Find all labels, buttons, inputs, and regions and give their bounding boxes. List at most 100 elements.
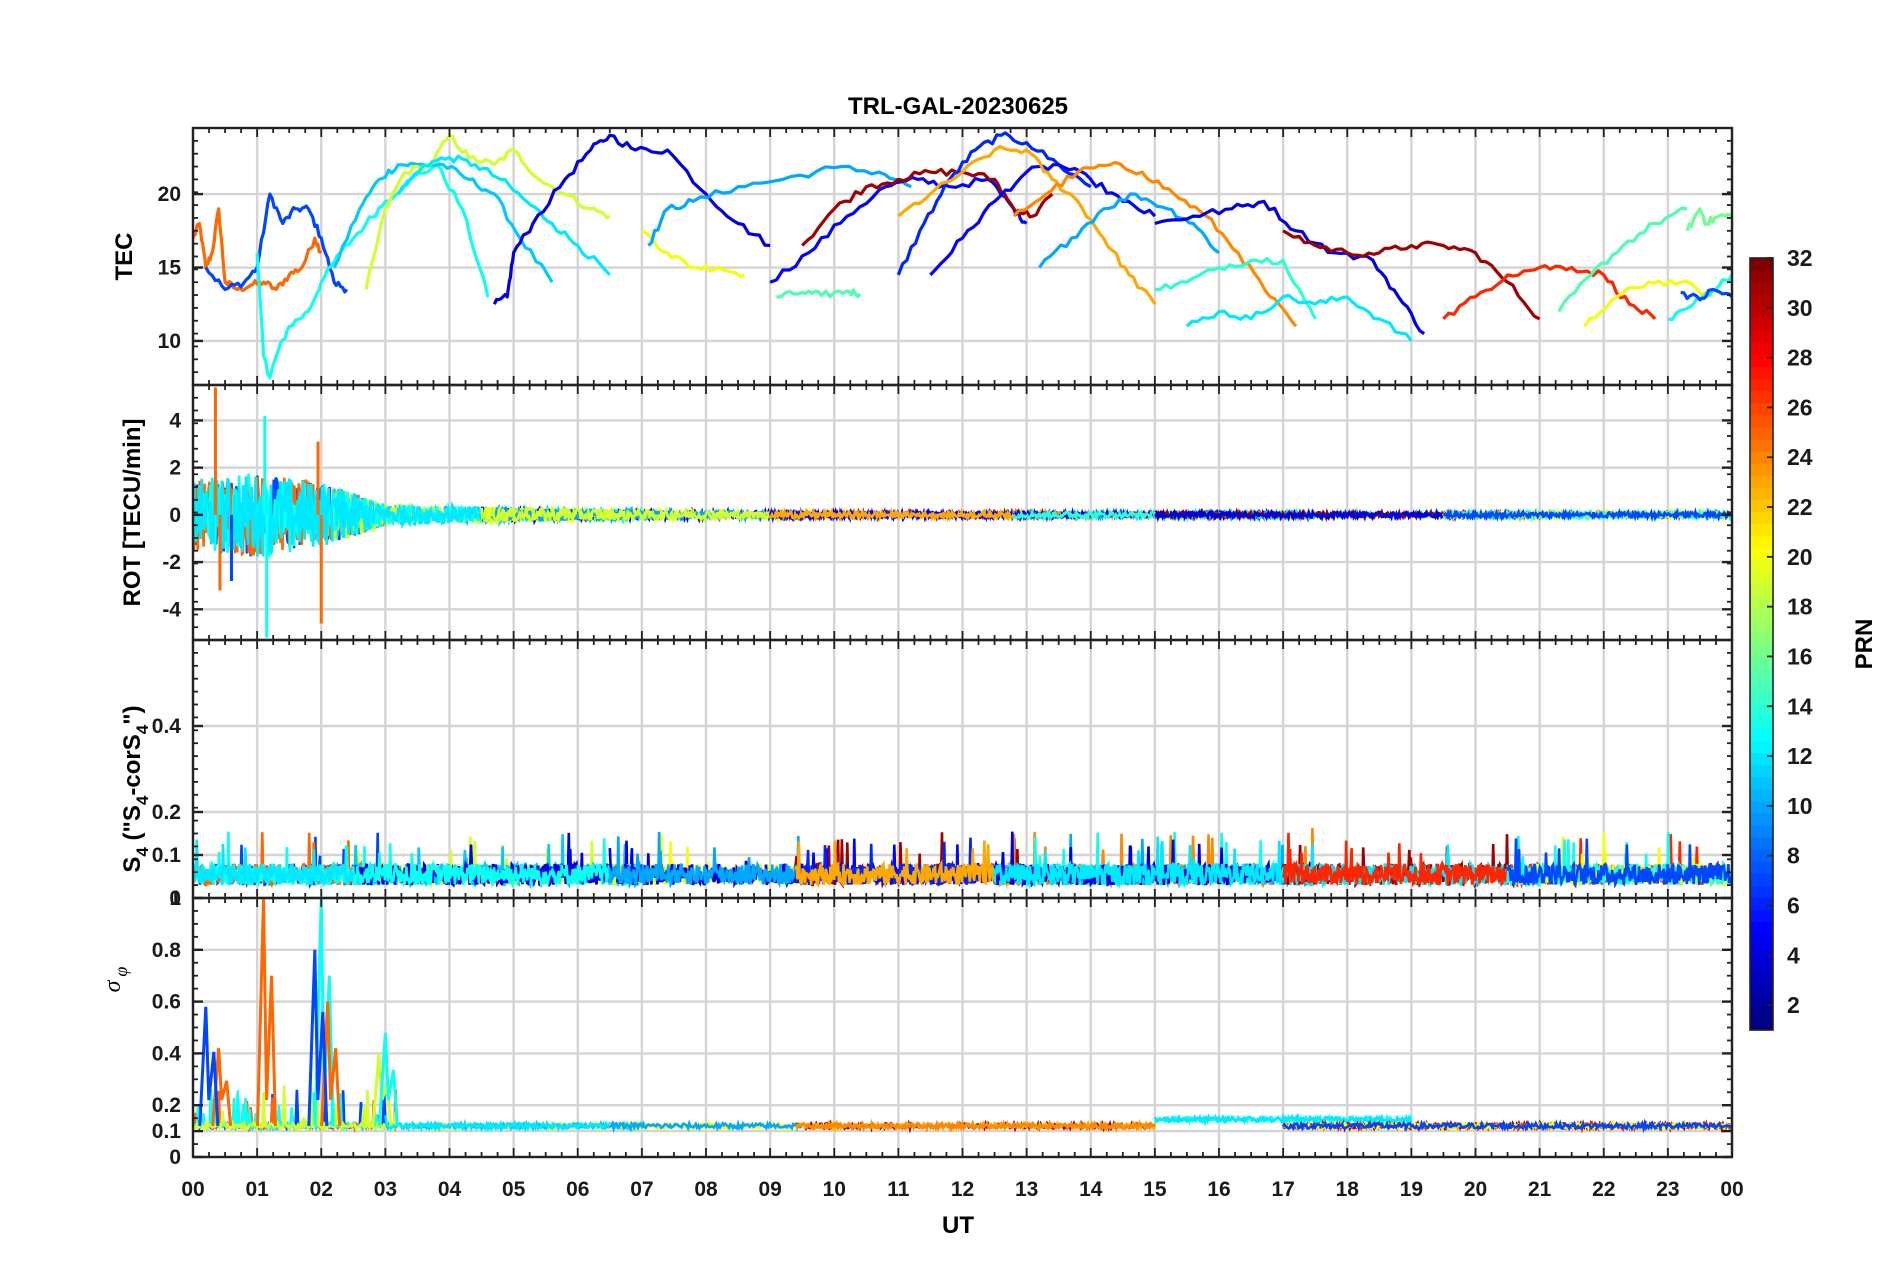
colorbar-swatch bbox=[1750, 523, 1773, 537]
colorbar-swatch bbox=[1750, 656, 1773, 669]
rot-series-prn-7 bbox=[1442, 507, 1732, 522]
tec-series-prn-13 bbox=[255, 163, 490, 380]
tec-series-prn-7 bbox=[204, 192, 349, 294]
colorbar-swatch bbox=[1750, 680, 1773, 693]
sigma-ylabel: σφ bbox=[100, 967, 131, 993]
chart-title: TRL-GAL-20230625 bbox=[848, 93, 1068, 120]
x-tick-label: 06 bbox=[566, 1178, 589, 1201]
rot-ytick-label: 0 bbox=[169, 504, 181, 527]
sigma_phi-ytick-label: 0.6 bbox=[152, 991, 181, 1014]
colorbar-swatch bbox=[1750, 776, 1773, 790]
colorbar-swatch bbox=[1750, 619, 1773, 633]
sigma_phi-ytick-label: 0.2 bbox=[152, 1094, 181, 1117]
rot-ylabel: ROT [TECU/min] bbox=[119, 419, 146, 607]
tec-series-prn-10 bbox=[647, 164, 912, 247]
colorbar-frame bbox=[1749, 257, 1774, 1031]
s4-data bbox=[193, 827, 1732, 890]
sigma-series-prn-10 bbox=[608, 1119, 804, 1134]
colorbar-label: PRN bbox=[1851, 619, 1878, 670]
x-tick-label: 16 bbox=[1207, 1178, 1230, 1201]
sigma_phi-ytick-label: 0.1 bbox=[152, 1120, 182, 1143]
tec-series-prn-15 bbox=[776, 288, 862, 299]
tec-series-prn-31 bbox=[1282, 229, 1541, 321]
tec-series-prn-15 bbox=[1557, 206, 1688, 313]
s4-series-prn-27 bbox=[1281, 832, 1541, 889]
colorbar-swatch bbox=[1750, 740, 1773, 754]
s4-series-prn-23 bbox=[794, 840, 1028, 889]
s4-ytick-label: 0.1 bbox=[152, 844, 182, 867]
colorbar-tick-label: 10 bbox=[1787, 793, 1813, 819]
colorbar-tick-label: 16 bbox=[1787, 643, 1813, 669]
x-tick-label: 02 bbox=[310, 1178, 333, 1201]
sigma-spike-prn-13 bbox=[377, 1032, 399, 1127]
tec-series-prn-31 bbox=[801, 167, 1054, 247]
colorbar-swatch bbox=[1750, 607, 1773, 621]
colorbar-swatch bbox=[1750, 378, 1773, 392]
x-tick-label: 00 bbox=[181, 1178, 204, 1201]
colorbar-swatch bbox=[1750, 475, 1773, 488]
panel-rot: -4 -2 0 2 4 bbox=[162, 383, 1734, 642]
colorbar-swatch bbox=[1750, 800, 1773, 814]
sigma_phi-grid bbox=[191, 896, 1734, 1159]
colorbar-tick-label: 24 bbox=[1787, 444, 1813, 470]
colorbar-swatch bbox=[1750, 957, 1773, 971]
colorbar-swatch bbox=[1750, 366, 1773, 380]
tec-series-prn-4 bbox=[1154, 199, 1426, 335]
s4-series-prn-7 bbox=[1506, 838, 1732, 889]
tec-series-prn-24 bbox=[1012, 160, 1298, 328]
sigma-series-prn-24 bbox=[794, 1119, 1156, 1133]
colorbar-swatch bbox=[1750, 390, 1773, 404]
colorbar-swatch bbox=[1750, 849, 1773, 862]
colorbar-swatch bbox=[1750, 499, 1773, 512]
colorbar-swatch bbox=[1750, 692, 1773, 705]
panel-s4: 0 0.1 0.2 0.4 bbox=[152, 638, 1734, 910]
colorbar-swatch bbox=[1750, 547, 1773, 561]
rot-ytick-label: -2 bbox=[162, 551, 181, 574]
colorbar-swatch bbox=[1750, 969, 1773, 983]
colorbar-swatch bbox=[1750, 885, 1773, 898]
colorbar-swatch bbox=[1750, 764, 1773, 778]
colorbar-tick-label: 6 bbox=[1787, 892, 1800, 918]
x-tick-label: 07 bbox=[630, 1178, 653, 1201]
x-tick-label: 05 bbox=[502, 1178, 526, 1201]
tec-series-prn-23 bbox=[897, 144, 1157, 306]
panel-sigma_phi: 0 0.1 0.2 0.4 0.6 0.8 1 bbox=[152, 887, 1734, 1169]
colorbar-swatch bbox=[1750, 993, 1773, 1007]
colorbar-swatch bbox=[1750, 788, 1773, 802]
colorbar-swatch bbox=[1750, 861, 1773, 874]
sigma_phi-ytick-label: 1 bbox=[169, 887, 181, 910]
s4-series-prn-10 bbox=[608, 831, 803, 890]
colorbar-swatch bbox=[1750, 402, 1773, 416]
colorbar-swatch bbox=[1750, 716, 1773, 730]
colorbar-swatch bbox=[1750, 571, 1773, 585]
colorbar-swatch bbox=[1750, 354, 1773, 368]
tec-series-prn-19 bbox=[364, 133, 611, 290]
colorbar-swatch bbox=[1750, 595, 1773, 609]
x-tick-label: 23 bbox=[1656, 1178, 1679, 1201]
colorbar-swatch bbox=[1750, 945, 1773, 959]
x-tick-label: 11 bbox=[887, 1178, 910, 1201]
plot-area: 10 15 20 -4 -2 0 2 4 0 0.1 0.2 0.4 0 0.1 0.2 0.4 0.6 0.8 1 bbox=[152, 126, 1734, 1169]
colorbar-swatch bbox=[1750, 644, 1773, 657]
tec-series-prn-27 bbox=[1442, 264, 1657, 321]
tec-series-prn-10 bbox=[1038, 192, 1220, 269]
sigma-series-prn-12 bbox=[1153, 1112, 1413, 1127]
tec-series-prn-20 bbox=[1583, 278, 1714, 328]
colorbar-swatch bbox=[1750, 487, 1773, 500]
tec-ytick-label: 15 bbox=[158, 257, 182, 280]
colorbar-swatch bbox=[1750, 752, 1773, 766]
colorbar-swatch bbox=[1750, 631, 1773, 645]
s4-ytick-label: 0.2 bbox=[152, 801, 181, 824]
colorbar-swatch bbox=[1750, 438, 1773, 452]
colorbar-tick-label: 22 bbox=[1787, 494, 1813, 520]
sigma-spike-prn-25 bbox=[256, 898, 278, 1126]
tec-series-prn-25 bbox=[193, 207, 323, 293]
colorbar-tick-label: 20 bbox=[1787, 544, 1813, 570]
colorbar-swatch bbox=[1750, 704, 1773, 717]
x-tick-label: 10 bbox=[823, 1178, 846, 1201]
colorbar-swatch bbox=[1750, 933, 1773, 947]
colorbar-swatch bbox=[1750, 342, 1773, 356]
colorbar-tick-label: 2 bbox=[1787, 992, 1800, 1018]
